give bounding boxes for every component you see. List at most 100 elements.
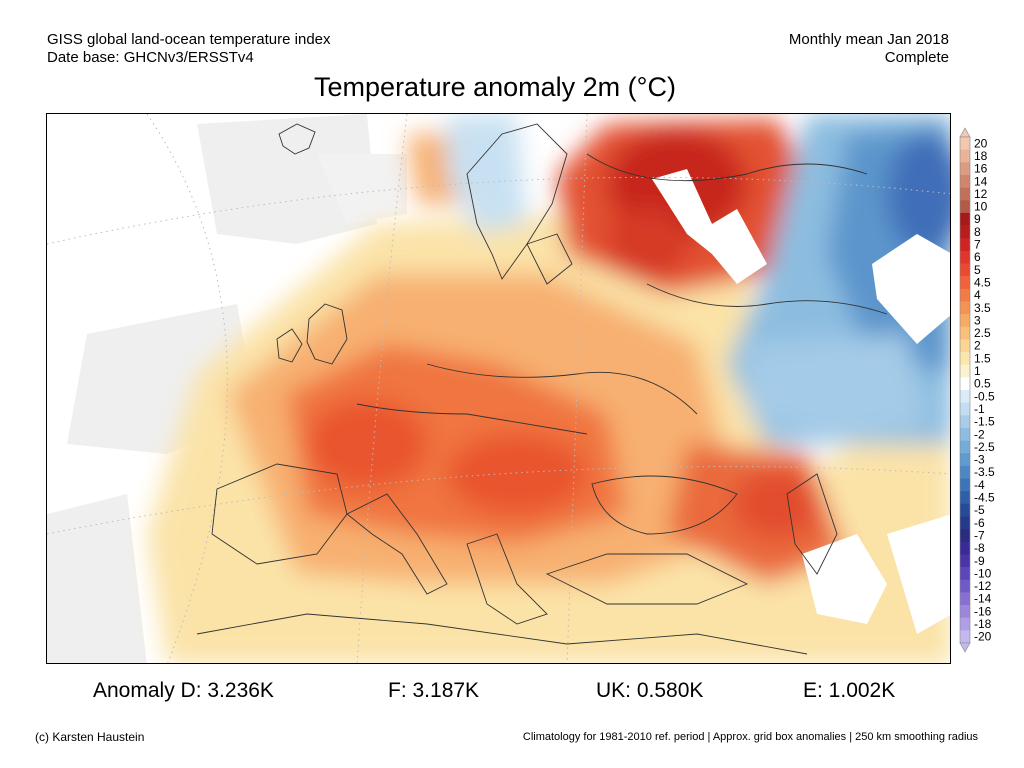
legend-swatch: [960, 314, 970, 328]
header-right: Monthly mean Jan 2018 Complete: [789, 31, 949, 67]
legend-label: -8: [974, 541, 985, 555]
alps-border: [356, 403, 588, 435]
legend-arrow-bottom: [959, 642, 971, 653]
stat-uk: UK: 0.580K: [596, 679, 704, 702]
iberia-outline: [211, 463, 348, 565]
legend-swatch: [960, 162, 970, 176]
legend-label: 16: [974, 162, 988, 176]
legend-arrow-top: [959, 127, 971, 138]
legend-label: -7: [974, 528, 985, 542]
legend-label: 4: [974, 288, 981, 302]
legend-label: 14: [974, 174, 988, 188]
legend-label: -12: [974, 579, 992, 593]
legend-swatch: [960, 567, 970, 581]
legend-label: -3.5: [974, 465, 995, 479]
legend-swatch: [960, 605, 970, 618]
color-legend-svg: 201816141210987654.543.532.521.510.5-0.5…: [959, 127, 995, 653]
legend-swatch: [960, 541, 970, 555]
ireland-outline: [276, 328, 303, 363]
legend-label: -2: [974, 427, 985, 441]
legend-swatch: [960, 630, 970, 644]
legend-swatch: [960, 491, 970, 505]
legend-label: 18: [974, 149, 988, 163]
turkey-outline: [545, 553, 749, 605]
legend-label: -0.5: [974, 389, 995, 403]
finland-coast: [526, 233, 573, 285]
anomaly-field: [147, 114, 950, 663]
completeness-label: Complete: [884, 49, 949, 66]
legend-swatch: [960, 200, 970, 214]
anomaly-summary: Anomaly D: 3.236K F: 3.187K UK: 0.580K E…: [0, 679, 1024, 707]
legend-label: -5: [974, 503, 985, 517]
legend-swatch: [960, 149, 970, 163]
legend-label: -18: [974, 617, 992, 631]
legend-label: -4: [974, 478, 985, 492]
legend-swatch: [960, 263, 970, 277]
legend-label: -1.5: [974, 415, 995, 429]
legend-swatch: [960, 529, 970, 543]
central-europe-border: [426, 363, 698, 415]
legend-swatch: [960, 503, 970, 517]
legend-swatch: [960, 465, 970, 479]
legend-swatch: [960, 554, 970, 568]
methodology-note: Climatology for 1981-2010 ref. period | …: [522, 731, 978, 743]
dataset-name: GISS global land-ocean temperature index: [47, 31, 331, 48]
legend-label: 5: [974, 263, 981, 277]
legend-swatch: [960, 402, 970, 416]
legend-swatch: [960, 377, 970, 391]
legend-swatch: [960, 187, 970, 201]
anomaly-map-svg: [47, 114, 950, 663]
legend-label: 10: [974, 200, 988, 214]
legend-swatch: [960, 415, 970, 429]
legend-swatch: [960, 592, 970, 606]
legend-swatch: [960, 212, 970, 226]
legend-label: -9: [974, 554, 985, 568]
legend-label: -10: [974, 566, 992, 580]
legend-swatch: [960, 137, 970, 150]
header-left: GISS global land-ocean temperature index…: [47, 31, 331, 67]
legend-label: 3.5: [974, 301, 991, 315]
map-title: Temperature anomaly 2m (°C): [314, 72, 676, 102]
legend-label: 2.5: [974, 326, 991, 340]
legend-label: 2: [974, 339, 981, 353]
legend-swatch: [960, 617, 970, 631]
legend-label: -2.5: [974, 440, 995, 454]
legend-label: 9: [974, 212, 981, 226]
legend-swatch: [960, 301, 970, 315]
scandinavia-outline: [466, 123, 568, 280]
copyright: (c) Karsten Haustein: [35, 730, 145, 744]
legend-swatch: [960, 238, 970, 252]
blank-patches: [652, 169, 950, 634]
color-legend: 20 18 16 14 12 10 9 8 7 6 5 4.5 4 3.5 3 2.5 2 1.5 1 0.5 -0.5…: [956, 125, 1024, 655]
legend-label: -6: [974, 516, 985, 530]
legend-label: 8: [974, 225, 981, 239]
anomaly-map: [46, 113, 951, 664]
balkans-outline: [466, 533, 548, 625]
north-africa-coast: [196, 613, 808, 655]
coastlines: [196, 123, 888, 655]
legend-label: -20: [974, 630, 992, 644]
legend-label: 12: [974, 187, 988, 201]
legend-swatch: [960, 339, 970, 353]
legend-swatch: [960, 440, 970, 454]
russia-border: [646, 283, 888, 315]
legend-swatch: [960, 326, 970, 340]
legend-label: 7: [974, 238, 981, 252]
stat-anomaly-d: Anomaly D: 3.236K: [93, 679, 274, 702]
legend-swatch: [960, 288, 970, 302]
legend-swatch: [960, 390, 970, 403]
legend-label: 4.5: [974, 275, 991, 289]
period-label: Monthly mean Jan 2018: [788, 31, 949, 48]
graticule: [47, 114, 950, 663]
white-sea-coast: [586, 153, 868, 182]
legend-label: 6: [974, 250, 981, 264]
stat-f: F: 3.187K: [388, 679, 480, 702]
legend-swatch: [960, 516, 970, 530]
legend-swatch: [960, 174, 970, 188]
legend-swatch: [960, 352, 970, 365]
legend-swatch: [960, 250, 970, 264]
caspian-outline: [786, 473, 838, 575]
legend-swatch: [960, 453, 970, 467]
legend-swatch: [960, 276, 970, 290]
legend-label: -3: [974, 453, 985, 467]
